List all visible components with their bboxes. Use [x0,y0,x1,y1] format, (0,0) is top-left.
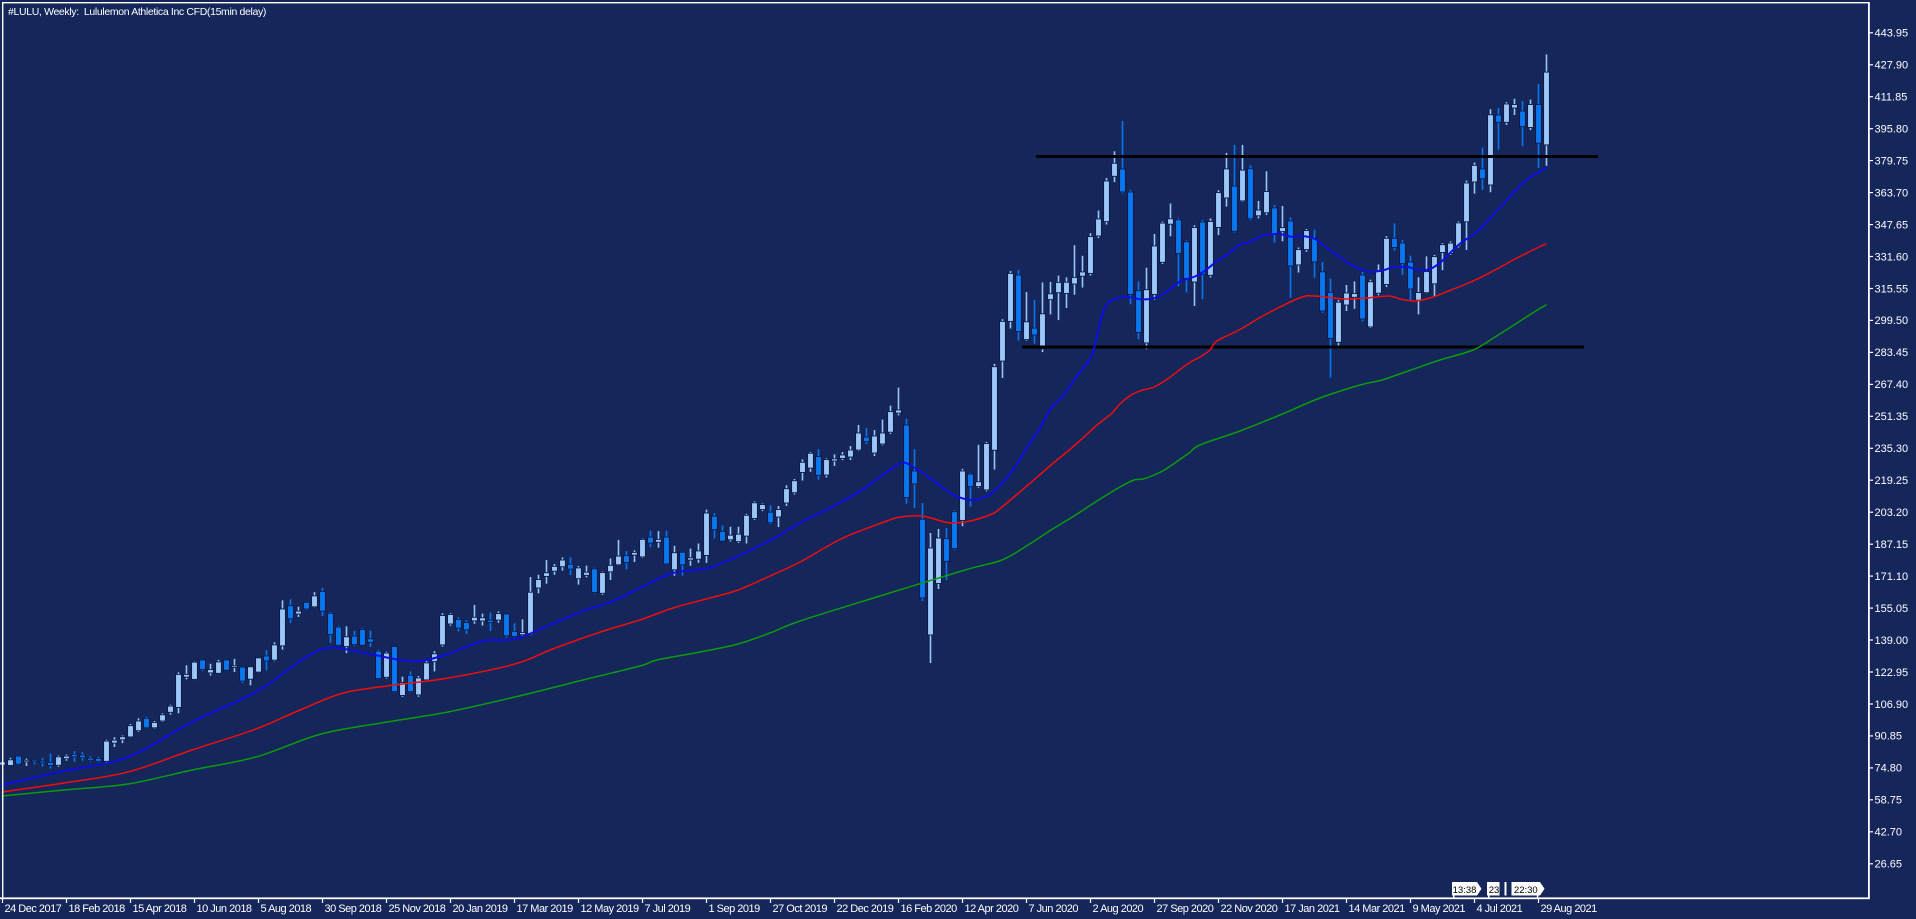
svg-text:29 Aug 2021: 29 Aug 2021 [1541,903,1598,915]
svg-text:17 Mar 2019: 17 Mar 2019 [517,903,574,915]
svg-text:331.60: 331.60 [1875,251,1909,263]
svg-text:5 Aug 2018: 5 Aug 2018 [261,903,312,915]
svg-text:74.80: 74.80 [1875,763,1903,775]
svg-text:347.65: 347.65 [1875,219,1909,231]
svg-text:1 Sep 2019: 1 Sep 2019 [709,903,761,915]
svg-text:251.35: 251.35 [1875,411,1909,423]
svg-text:299.50: 299.50 [1875,315,1909,327]
svg-text:12 Apr 2020: 12 Apr 2020 [965,903,1019,915]
svg-text:283.45: 283.45 [1875,347,1909,359]
svg-text:427.90: 427.90 [1875,60,1909,72]
svg-text:24 Dec 2017: 24 Dec 2017 [5,903,62,915]
svg-text:395.80: 395.80 [1875,124,1909,136]
svg-text:315.55: 315.55 [1875,283,1909,295]
svg-text:14 Mar 2021: 14 Mar 2021 [1349,903,1406,915]
svg-text:9 May 2021: 9 May 2021 [1413,903,1466,915]
svg-text:363.70: 363.70 [1875,187,1909,199]
svg-text:27 Oct 2019: 27 Oct 2019 [773,903,828,915]
svg-text:4 Jul 2021: 4 Jul 2021 [1477,903,1523,915]
svg-text:20 Jan 2019: 20 Jan 2019 [453,903,508,915]
svg-text:22 Nov 2020: 22 Nov 2020 [1221,903,1278,915]
svg-text:#LULU, Weekly: Lululemon Athl: #LULU, Weekly: Lululemon Athletica Inc C… [8,6,266,18]
svg-text:235.30: 235.30 [1875,443,1909,455]
svg-text:379.75: 379.75 [1875,155,1909,167]
svg-text:22 Dec 2019: 22 Dec 2019 [837,903,894,915]
svg-text:267.40: 267.40 [1875,379,1909,391]
svg-text:27 Sep 2020: 27 Sep 2020 [1157,903,1214,915]
svg-text:10 Jun 2018: 10 Jun 2018 [197,903,252,915]
svg-text:25 Nov 2018: 25 Nov 2018 [389,903,446,915]
svg-text:26.65: 26.65 [1875,859,1903,871]
svg-text:22:30: 22:30 [1514,885,1538,896]
svg-text:18 Feb 2018: 18 Feb 2018 [69,903,126,915]
svg-text:203.20: 203.20 [1875,507,1909,519]
svg-text:219.25: 219.25 [1875,475,1909,487]
svg-text:2 Aug 2020: 2 Aug 2020 [1093,903,1144,915]
svg-text:58.75: 58.75 [1875,795,1903,807]
svg-text:7 Jun 2020: 7 Jun 2020 [1029,903,1079,915]
svg-text:139.00: 139.00 [1875,635,1909,647]
svg-text:16 Feb 2020: 16 Feb 2020 [901,903,958,915]
svg-text:23: 23 [1489,885,1500,896]
svg-text:30 Sep 2018: 30 Sep 2018 [325,903,382,915]
svg-text:42.70: 42.70 [1875,827,1903,839]
svg-text:7 Jul 2019: 7 Jul 2019 [645,903,691,915]
svg-text:13:38: 13:38 [1453,885,1477,896]
svg-text:171.10: 171.10 [1875,571,1909,583]
svg-text:106.90: 106.90 [1875,699,1909,711]
svg-text:12 May 2019: 12 May 2019 [581,903,639,915]
svg-text:411.85: 411.85 [1875,92,1908,104]
svg-text:155.05: 155.05 [1875,603,1909,615]
svg-text:187.15: 187.15 [1875,539,1909,551]
svg-text:122.95: 122.95 [1875,667,1909,679]
svg-text:15 Apr 2018: 15 Apr 2018 [133,903,187,915]
svg-text:443.95: 443.95 [1875,28,1909,40]
svg-text:17 Jan 2021: 17 Jan 2021 [1285,903,1340,915]
svg-text:90.85: 90.85 [1875,731,1903,743]
